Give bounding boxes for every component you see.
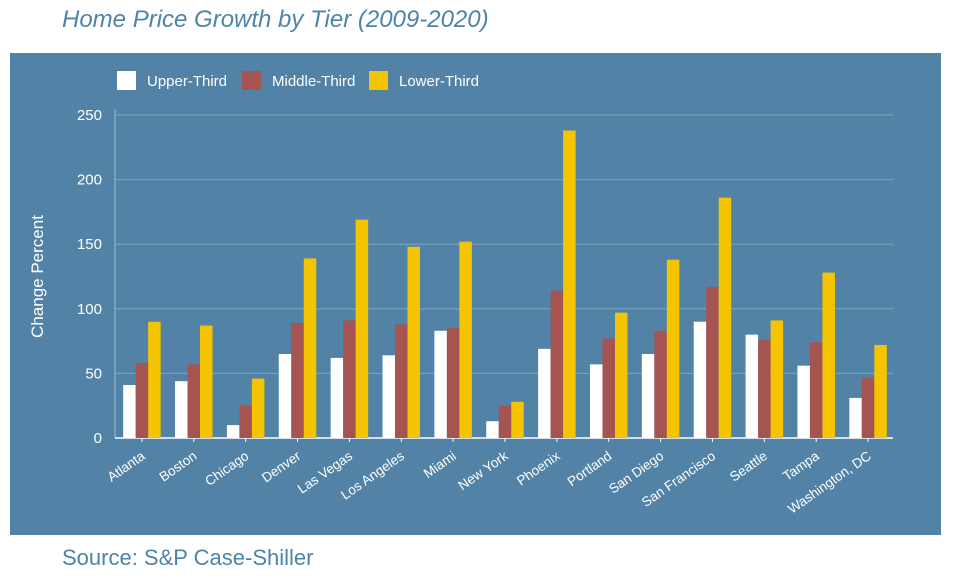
y-tick-label: 250 [77,107,102,124]
bar-upper-third-washington-dc [849,397,862,438]
bar-middle-third-san-francisco [706,286,719,438]
bar-lower-third-portland [614,312,628,438]
bar-upper-third-tampa [797,365,810,438]
bar-upper-third-las-vegas [330,357,344,438]
x-tick-label: Denver [259,448,304,486]
bar-lower-third-tampa [822,272,835,438]
legend-swatch-lower-third [369,71,388,90]
bar-middle-third-phoenix [550,290,564,438]
x-tick-label: Phoenix [514,448,563,488]
bar-middle-third-atlanta [135,363,149,438]
x-tick-label: Tampa [780,448,822,484]
bar-lower-third-chicago [251,378,265,438]
bar-lower-third-boston [200,325,213,438]
bar-middle-third-boston [187,364,201,438]
bar-lower-third-san-diego [666,259,680,438]
bar-middle-third-new-york [498,405,512,438]
legend-swatch-upper-third [117,71,136,90]
bar-upper-third-portland [589,364,603,438]
bar-upper-third-seattle [745,334,759,438]
x-tick-label: New York [455,448,511,493]
bar-upper-third-chicago [226,425,240,438]
x-tick-label: Boston [156,448,199,484]
bar-middle-third-san-diego [654,330,667,438]
bar-lower-third-miami [459,241,472,438]
y-tick-label: 200 [77,172,102,189]
y-tick-label: 150 [77,236,102,253]
bar-upper-third-phoenix [538,348,551,438]
x-tick-label: Miami [421,448,459,481]
bar-upper-third-denver [278,354,292,438]
bar-middle-third-las-vegas [343,320,356,438]
y-tick-label: 50 [85,365,102,382]
source-note: Source: S&P Case-Shiller [62,545,314,570]
legend-label: Lower-Third [399,73,479,90]
bar-middle-third-seattle [758,339,771,438]
bar-middle-third-chicago [239,405,252,438]
bar-lower-third-san-francisco [718,197,732,438]
bar-middle-third-denver [291,323,304,438]
bar-lower-third-phoenix [563,130,576,438]
bar-lower-third-denver [303,258,317,438]
bar-upper-third-boston [175,381,188,438]
bar-lower-third-seattle [770,320,784,438]
bar-middle-third-miami [446,328,460,438]
bar-middle-third-tampa [809,342,823,438]
bar-middle-third-los-angeles [395,324,408,438]
bar-lower-third-atlanta [148,321,161,438]
bar-middle-third-washington-dc [861,377,875,438]
page-title: Home Price Growth by Tier (2009-2020) [62,6,489,33]
bar-middle-third-portland [602,338,615,438]
chart-panel: 0 50 100 150 200 250 Change Percent Atlanta Bost… [10,53,941,535]
bar-upper-third-new-york [486,421,499,438]
bar-chart: 0 50 100 150 200 250 Change Percent Atlanta Bost… [28,71,893,517]
bar-lower-third-washington-dc [874,344,887,438]
legend-label: Middle-Third [272,73,355,90]
y-tick-label: 100 [77,301,102,318]
bar-upper-third-san-francisco [693,321,707,438]
bar-lower-third-las-vegas [355,219,369,438]
x-tick-label: Seattle [727,448,770,484]
y-axis-title: Change Percent [28,215,47,338]
legend-label: Upper-Third [147,73,227,90]
x-tick-label: Atlanta [105,448,148,485]
bar-upper-third-los-angeles [382,355,396,438]
bar-upper-third-miami [434,330,447,438]
bar-lower-third-los-angeles [407,246,421,438]
legend-swatch-middle-third [242,71,261,90]
bar-lower-third-new-york [511,401,524,438]
y-tick-label: 0 [94,430,102,447]
x-tick-label: Chicago [202,448,251,489]
bar-upper-third-san-diego [641,354,655,438]
bar-upper-third-atlanta [123,385,136,438]
